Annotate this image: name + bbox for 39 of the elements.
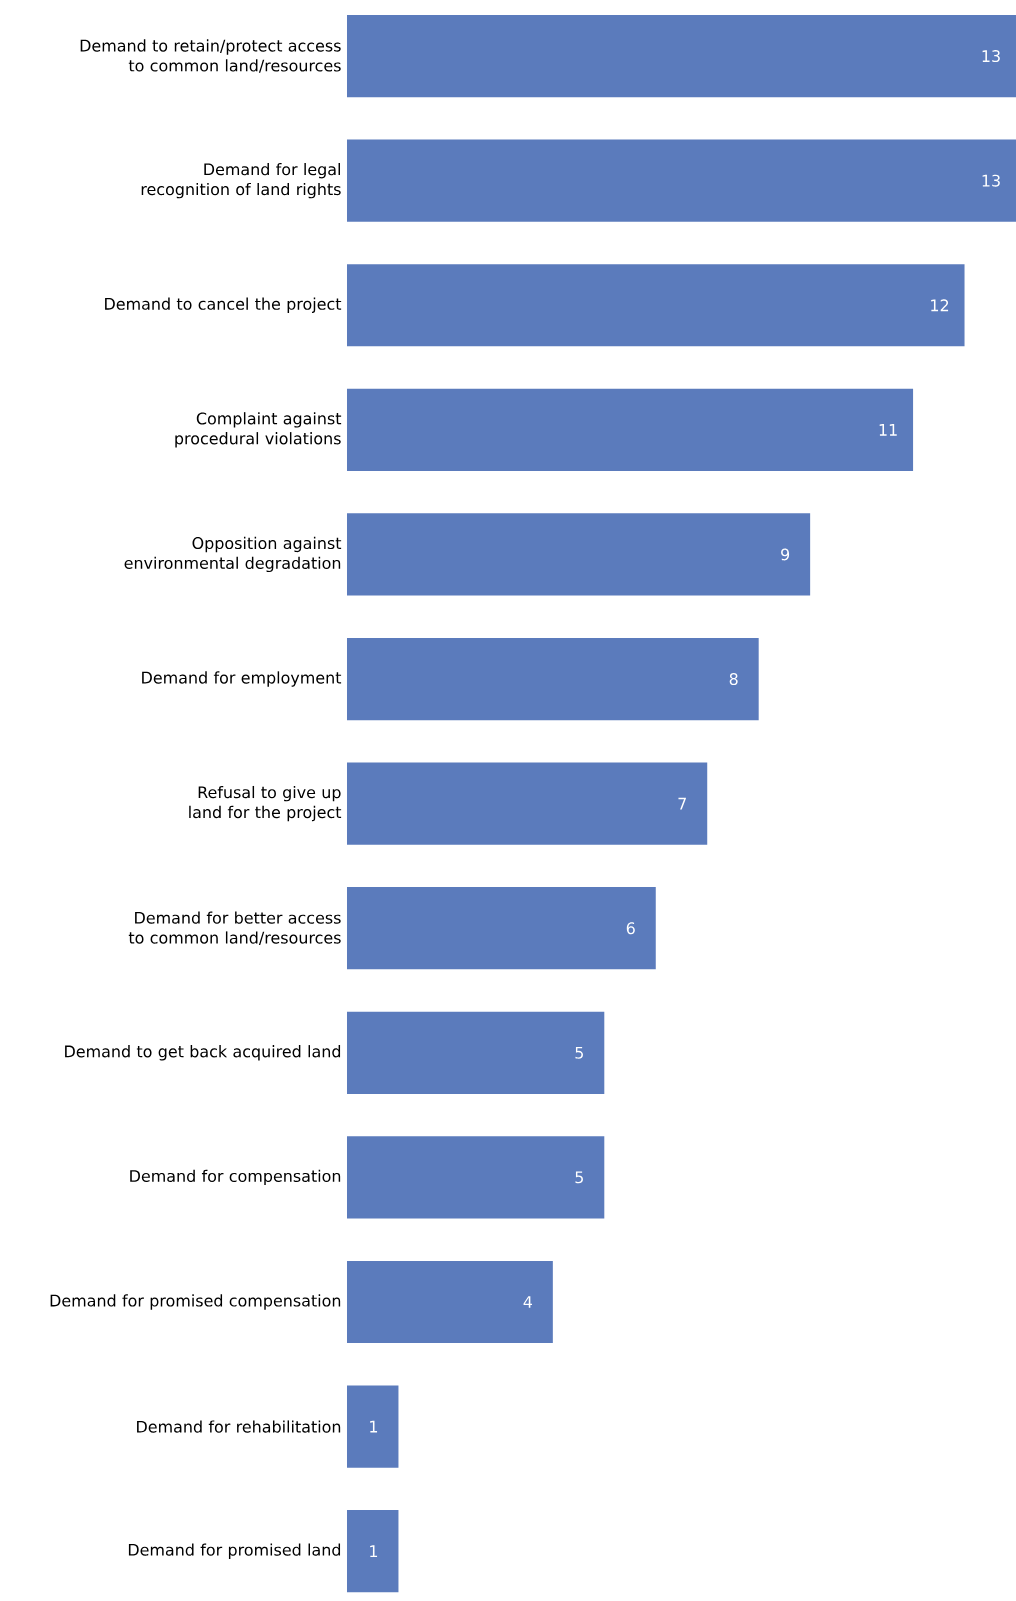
data-label: 11 [879, 424, 897, 436]
y-tick-label: Demand for employment [142, 671, 342, 687]
bar [346, 1510, 399, 1593]
bar [346, 1385, 399, 1468]
bar [346, 264, 965, 347]
bar [346, 762, 708, 845]
y-tick-label: Demand to get back acquired land [65, 1045, 341, 1061]
data-label: 4 [523, 1296, 533, 1308]
y-tick-label: Opposition against environmental degradation [124, 536, 342, 573]
data-label: 9 [781, 548, 790, 561]
bar [346, 139, 1016, 222]
y-tick-label: Demand for rehabilitation [137, 1420, 341, 1433]
bar [346, 14, 1016, 98]
data-label: 5 [575, 1171, 583, 1184]
y-tick-label: Complaint against procedural violations [175, 412, 342, 448]
data-label: 13 [982, 50, 1000, 63]
bar [346, 887, 656, 970]
data-label: 7 [678, 797, 686, 810]
data-label: 1 [370, 1545, 378, 1557]
bar [346, 637, 759, 721]
data-label: 12 [931, 299, 949, 312]
y-tick-label: Demand for legal recognition of land rights [141, 162, 341, 199]
data-label: 8 [729, 673, 738, 686]
bar [346, 1136, 605, 1219]
data-label: 6 [626, 922, 635, 935]
y-tick-label: Demand for promised compensation [50, 1294, 341, 1310]
y-tick-label: Demand for compensation [130, 1169, 341, 1186]
bar [346, 388, 914, 471]
y-tick-label: Demand to cancel the project [105, 297, 342, 313]
data-label: 5 [575, 1046, 583, 1059]
data-label: 13 [982, 174, 1000, 187]
bar [346, 513, 811, 596]
y-tick-label: Refusal to give up land for the project [189, 785, 342, 822]
y-tick-label: Demand to retain/protect access to common land/resources [80, 39, 341, 73]
y-tick-label: Demand for promised land [128, 1543, 341, 1559]
data-label: 1 [370, 1420, 378, 1433]
bar [346, 1260, 553, 1344]
bar [346, 1011, 605, 1094]
y-tick-label: Demand for better access to common land/resources [128, 911, 341, 945]
